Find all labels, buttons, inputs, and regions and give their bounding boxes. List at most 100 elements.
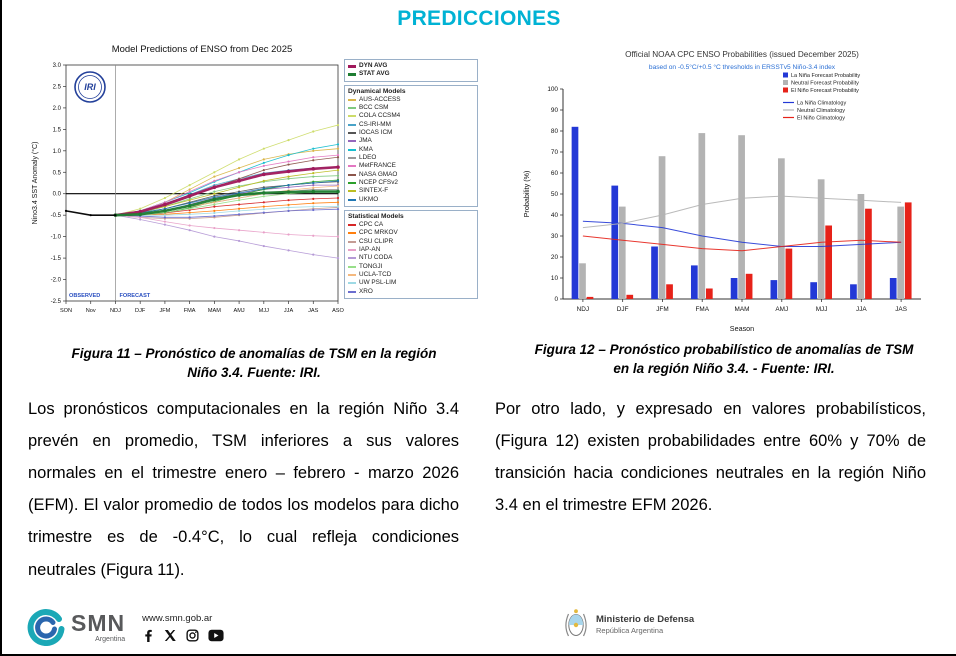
svg-text:MJJ: MJJ [259, 308, 269, 314]
figure-12: Official NOAA CPC ENSO Probabilities (is… [512, 35, 936, 383]
svg-text:FORECAST: FORECAST [119, 293, 150, 299]
paragraph-right: Por otro lado, y expresado en valores pr… [495, 399, 926, 515]
smn-swirl-icon [27, 609, 65, 646]
svg-text:JFM: JFM [159, 308, 170, 314]
legend-entry: BCC CSM [348, 104, 474, 112]
ministry-block: Ministerio de Defensa República Argentin… [564, 608, 694, 640]
svg-text:JFM: JFM [656, 306, 668, 313]
instagram-icon[interactable] [186, 629, 199, 642]
legend-averages-box: DYN AVG STAT AVG [344, 59, 478, 82]
svg-text:100: 100 [547, 86, 558, 93]
svg-text:ASO: ASO [332, 308, 344, 314]
page-footer: SMN Argentina www.smn.gob.ar [2, 592, 956, 654]
svg-text:10: 10 [551, 275, 559, 282]
legend-group-box: Dynamical Models AUS-ACCESS BCC CSM COLA CC… [344, 84, 478, 207]
legend-entry: SINTEX-F [348, 187, 474, 195]
legend-entry: CPC CA [348, 221, 474, 229]
ministry-text: Ministerio de Defensa República Argentin… [596, 614, 694, 635]
svg-text:JAS: JAS [308, 308, 319, 314]
legend-entry: LDEO [348, 154, 474, 162]
svg-text:AMJ: AMJ [233, 308, 244, 314]
svg-text:90: 90 [551, 107, 559, 114]
svg-text:La Niña Climatology: La Niña Climatology [797, 101, 846, 107]
noaa-probability-chart: Official NOAA CPC ENSO Probabilities (is… [522, 50, 921, 333]
svg-text:Season: Season [730, 324, 754, 333]
smn-website-link[interactable]: www.smn.gob.ar [142, 613, 213, 624]
smn-logo-block: SMN Argentina www.smn.gob.ar [26, 606, 224, 646]
svg-text:Model Predictions of ENSO from: Model Predictions of ENSO from Dec 2025 [112, 44, 293, 55]
legend-entry: UKMO [348, 196, 474, 204]
legend-entry: STAT AVG [348, 70, 474, 78]
legend-group-title: Statistical Models [348, 212, 404, 220]
figure-12-caption: Figura 12 – Pronóstico probabilístico de… [535, 341, 914, 379]
legend-entry: JMA [348, 137, 474, 145]
svg-text:-2.0: -2.0 [51, 278, 62, 284]
svg-text:IRI: IRI [84, 82, 96, 92]
svg-text:NDJ: NDJ [577, 306, 589, 313]
page-title: PREDICCIONES [397, 7, 561, 30]
legend-entry: AUS-ACCESS [348, 96, 474, 104]
svg-text:MJJ: MJJ [816, 306, 828, 313]
smn-name: SMN [71, 610, 126, 636]
figure-11: Model Predictions of ENSO from Dec 2025 3… [28, 35, 480, 383]
svg-text:NDJ: NDJ [110, 308, 121, 314]
legend-entry: TONGJI [348, 263, 474, 271]
svg-text:Neutral Climatology: Neutral Climatology [797, 108, 845, 114]
figure-12-caption-line1: Figura 12 – Pronóstico probabilístico de… [534, 342, 914, 357]
legend-entry: UW PSL-LIM [348, 279, 474, 287]
svg-text:1.0: 1.0 [53, 149, 62, 155]
svg-text:80: 80 [551, 128, 559, 135]
svg-text:Probability (%): Probability (%) [522, 171, 531, 218]
legend-entry: KMA [348, 146, 474, 154]
legend-entry: DYN AVG [348, 62, 474, 70]
svg-text:-1.0: -1.0 [51, 235, 62, 241]
body-text: Los pronósticos computacionales en la re… [2, 383, 956, 586]
legend-entry: MetFRANCE [348, 162, 474, 170]
enso-plume-plot: Model Predictions of ENSO from Dec 2025 3… [31, 44, 344, 314]
smn-country-label: Argentina [95, 636, 126, 643]
svg-text:Neutral Forecast Probability: Neutral Forecast Probability [791, 81, 859, 87]
svg-text:FMA: FMA [695, 306, 709, 313]
figures-row: Model Predictions of ENSO from Dec 2025 3… [2, 31, 956, 383]
svg-text:La Niña Forecast Probability: La Niña Forecast Probability [791, 73, 860, 79]
svg-text:FMA: FMA [184, 308, 196, 314]
svg-text:0.5: 0.5 [53, 170, 62, 176]
svg-text:JAS: JAS [895, 306, 907, 313]
svg-text:2.0: 2.0 [53, 106, 62, 112]
svg-text:1.5: 1.5 [53, 127, 62, 133]
svg-text:40: 40 [551, 212, 559, 219]
svg-text:MAM: MAM [208, 308, 221, 314]
legend-group-title: Dynamical Models [348, 87, 406, 95]
svg-text:Nov: Nov [86, 308, 96, 314]
svg-text:-0.5: -0.5 [51, 213, 62, 219]
svg-text:60: 60 [551, 170, 559, 177]
smn-wordmark: SMN Argentina [71, 612, 125, 646]
legend-entry: IOCAS ICM [348, 129, 474, 137]
svg-text:Nino3.4 SST Anomaly (°C): Nino3.4 SST Anomaly (°C) [31, 142, 39, 225]
legend-group-box: Statistical Models CPC CA CPC MRKOV CSU CLI… [344, 209, 478, 299]
svg-text:El Niño Climatology: El Niño Climatology [797, 116, 845, 122]
figure-12-caption-line2: en la región Niño 3.4. - Fuente: IRI. [613, 360, 835, 376]
svg-text:0: 0 [554, 296, 558, 303]
ministry-country: República Argentina [596, 625, 664, 635]
legend-entry: IAP-AN [348, 246, 474, 254]
x-twitter-icon[interactable] [164, 629, 177, 642]
svg-text:DJF: DJF [135, 308, 146, 314]
svg-text:50: 50 [551, 191, 559, 198]
ministry-name: Ministerio de Defensa [596, 613, 695, 625]
legend-entry: NTU CODA [348, 254, 474, 262]
youtube-icon[interactable] [208, 629, 224, 642]
plume-legend: DYN AVG STAT AVG Dynamical Models AUS-ACCES… [344, 35, 478, 335]
svg-text:based on -0.5°C/+0.5 °C thresh: based on -0.5°C/+0.5 °C thresholds in ER… [649, 63, 836, 71]
legend-entry: CSU CLIPR [348, 238, 474, 246]
figure-11-caption-line2: Niño 3.4. Fuente: IRI. [187, 364, 321, 380]
svg-text:OBSERVED: OBSERVED [69, 293, 100, 299]
paragraph-left: Los pronósticos computacionales en la re… [28, 399, 459, 579]
svg-text:MAM: MAM [735, 306, 750, 313]
facebook-icon[interactable] [142, 629, 155, 642]
legend-entry: XRO [348, 288, 474, 296]
svg-text:-2.5: -2.5 [51, 299, 62, 305]
legend-entry: NCEP CFSv2 [348, 179, 474, 187]
enso-plume-chart: Model Predictions of ENSO from Dec 2025 3… [28, 35, 480, 335]
